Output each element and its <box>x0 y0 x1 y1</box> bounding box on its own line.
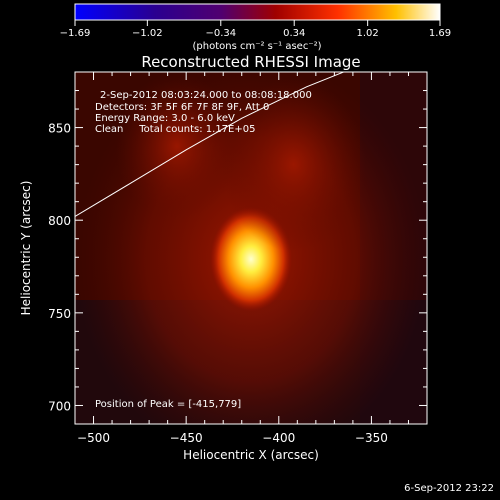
x-tick-label: −450 <box>170 431 203 445</box>
info-line-energy: Energy Range: 3.0 - 6.0 keV <box>95 113 235 124</box>
colorbar-tick-label: −1.02 <box>132 28 163 39</box>
plot-frame <box>74 71 428 425</box>
secondary-source <box>115 72 239 220</box>
peak-position-label: Position of Peak = [-415,779] <box>95 399 241 410</box>
plot-area <box>75 72 427 424</box>
colorbar-tick-label: 0.34 <box>283 28 305 39</box>
info-line-time: 2-Sep-2012 08:03:24.000 to 08:08:18.000 <box>100 90 312 101</box>
x-tick-label: −500 <box>77 431 110 445</box>
colorbar <box>74 3 441 21</box>
x-tick-label: −350 <box>355 431 388 445</box>
sources-layer <box>75 72 427 424</box>
solar-limb-curve <box>75 72 345 217</box>
info-text: 2-Sep-2012 08:03:24.000 to 08:08:18.000 … <box>95 90 312 135</box>
y-tick-label: 850 <box>48 122 71 136</box>
footer-date: 6-Sep-2012 23:22 <box>404 483 494 494</box>
info-line-detectors: Detectors: 3F 5F 6F 7F 8F 9F, Att 0 <box>95 102 269 113</box>
colorbar-ticks: −1.69 −1.02 −0.34 0.34 1.02 1.69 <box>60 20 451 39</box>
y-axis-label: Heliocentric Y (arcsec) <box>19 181 33 316</box>
colorbar-tick-label: −1.69 <box>60 28 91 39</box>
colorbar-tick-label: 1.02 <box>357 28 379 39</box>
axis-ticks: −500 −450 −400 −350 700 750 800 850 <box>48 71 428 445</box>
info-line-clean: Clean Total counts: 1.17E+05 <box>95 124 255 135</box>
secondary-source <box>221 77 366 252</box>
x-axis-label: Heliocentric X (arcsec) <box>183 448 319 462</box>
colorbar-unit-label: (photons cm⁻² s⁻¹ asec⁻²) <box>192 41 321 52</box>
colorbar-tick-label: −0.34 <box>205 28 236 39</box>
y-tick-label: 750 <box>48 307 71 321</box>
y-tick-label: 800 <box>48 214 71 228</box>
y-tick-label: 700 <box>48 399 71 413</box>
chart-title: Reconstructed RHESSI Image <box>141 53 360 71</box>
colorbar-tick-label: 1.69 <box>429 28 451 39</box>
x-tick-label: −400 <box>262 431 295 445</box>
